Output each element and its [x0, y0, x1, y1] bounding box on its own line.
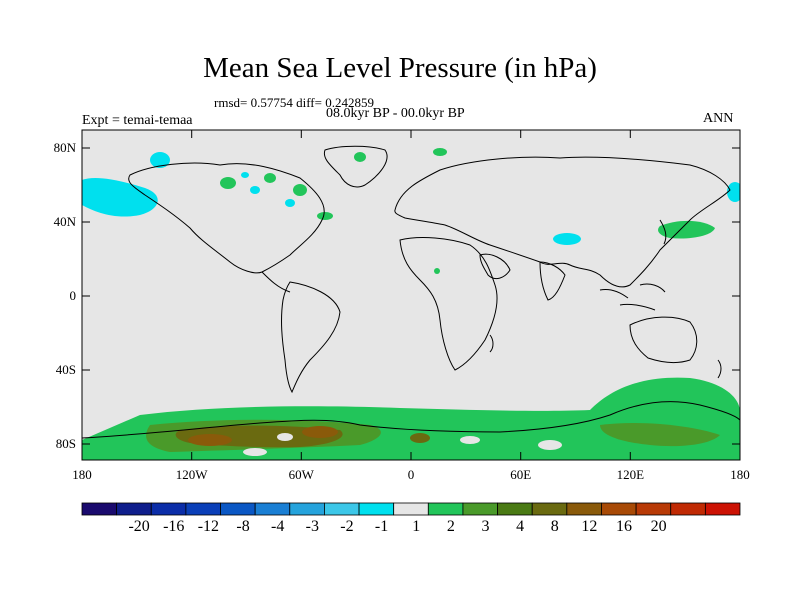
stats-label: rmsd= 0.57754 diff= 0.242859	[214, 95, 374, 110]
colorbar-label: -16	[163, 518, 185, 535]
colorbar-swatch	[81, 502, 118, 516]
colorbar-swatch	[635, 502, 672, 516]
colorbar-label: 20	[650, 518, 667, 535]
colorbar-swatch	[601, 502, 637, 516]
colorbar-label: 8	[550, 518, 559, 535]
colorbar-label: -20	[128, 518, 150, 535]
data-fields	[82, 148, 740, 460]
colorbar-label: 3	[481, 518, 490, 535]
colorbar-label: 16	[615, 518, 632, 535]
antarctic-brown-spot-3	[410, 433, 430, 443]
colorbar-swatch	[670, 502, 706, 516]
colorbar-label: -4	[270, 518, 285, 535]
colorbar-swatch	[427, 502, 464, 516]
period-label: 08.0kyr BP - 00.0kyr BP	[326, 106, 465, 121]
colorbar-label: -12	[197, 518, 220, 535]
colorbar-label: -1	[374, 518, 389, 535]
eastern-pacific-cyan-field	[727, 182, 740, 202]
colorbar-swatch	[358, 502, 395, 516]
north-pacific-cyan-field	[82, 177, 158, 217]
colorbar-swatch	[185, 502, 221, 516]
y-tick-label: 40N	[54, 214, 77, 229]
bering-cyan-field	[150, 152, 170, 168]
y-tick-label: 0	[70, 288, 77, 303]
colorbar-label: 2	[446, 518, 455, 535]
colorbar-label: 4	[516, 518, 525, 535]
japan-green-field	[658, 220, 715, 239]
colorbar-swatch	[289, 502, 325, 516]
colorbar-swatch	[220, 502, 256, 516]
antarctic-brown-spot-2	[302, 426, 338, 438]
asia-cyan-field	[553, 233, 581, 245]
y-tick-label: 80S	[56, 436, 76, 451]
coastlines	[82, 145, 740, 439]
colorbar-label: 1	[412, 518, 421, 535]
y-tick-label: 40S	[56, 362, 76, 377]
x-tick-label: 180	[730, 467, 750, 482]
season-label: ANN	[703, 111, 734, 126]
colorbar-swatch	[150, 502, 187, 516]
colorbar-label: -8	[236, 518, 250, 535]
colorbar-swatch	[116, 502, 152, 516]
colorbar-swatch	[704, 502, 741, 516]
y-tick-marks	[82, 147, 740, 445]
x-tick-label: 60W	[289, 467, 315, 482]
antarctic-brown-spot-1	[188, 434, 232, 446]
colorbar-swatch	[531, 502, 568, 516]
colorbar-swatch	[254, 502, 291, 516]
colorbar-label: -2	[340, 518, 354, 535]
map-title: Mean Sea Level Pressure (in hPa)	[203, 52, 597, 84]
x-tick-label: 180	[72, 467, 92, 482]
colorbar-swatch	[462, 502, 498, 516]
colorbar-label: 12	[581, 518, 598, 535]
x-tick-marks	[81, 130, 741, 460]
y-tick-label: 80N	[54, 140, 77, 155]
x-tick-label: 60E	[510, 467, 531, 482]
colorbar-swatch	[393, 502, 429, 516]
colorbar-swatch	[497, 502, 533, 516]
colorbar-swatch	[566, 502, 602, 516]
colorbar-label: -3	[305, 518, 319, 535]
x-tick-label: 120E	[617, 467, 645, 482]
x-tick-label: 0	[408, 467, 415, 482]
x-tick-label: 120W	[176, 467, 209, 482]
antarctic-darkgreen-field-2	[600, 423, 720, 447]
colorbar-swatch	[324, 502, 360, 516]
colorbar	[81, 502, 741, 516]
experiment-label: Expt = temai-temaa	[82, 113, 193, 128]
